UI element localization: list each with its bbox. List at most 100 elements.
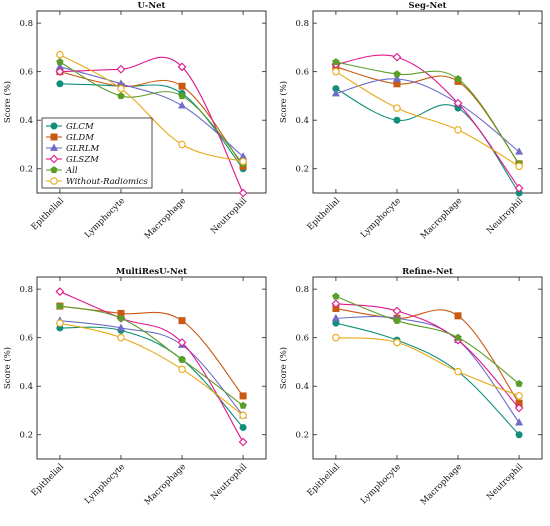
y-tick-label: 0.2 [19, 165, 33, 175]
legend-marker [50, 166, 58, 174]
data-point [178, 101, 187, 109]
chart-title: U-Net [138, 1, 166, 11]
legend-marker [50, 122, 58, 130]
x-category-label: Neutrophil [209, 462, 249, 502]
legend-label: All [65, 166, 78, 176]
data-point [515, 392, 523, 400]
y-tick-label: 0.6 [19, 68, 33, 78]
chart-panel-3: MultiResU-Net 0.2 0.4 0.6 0.8 Score (%) Epithe… [2, 267, 267, 507]
data-point [515, 147, 524, 155]
data-point [515, 431, 523, 439]
data-point [56, 50, 64, 59]
x-category-label: Epithelial [30, 462, 67, 499]
series-all [332, 292, 523, 387]
legend-marker [49, 143, 59, 151]
y-tick-label: 0.2 [295, 165, 309, 175]
y-tick-label: 0.8 [19, 285, 33, 295]
x-category-label: Epithelial [306, 462, 343, 499]
data-point [331, 89, 340, 97]
data-point [178, 140, 186, 149]
y-axis-label: Score (%) [278, 347, 289, 389]
data-point [239, 401, 247, 409]
chart-title: Seg-Net [408, 1, 446, 11]
series-line [59, 305, 244, 407]
data-point [393, 104, 401, 112]
data-point [515, 162, 523, 171]
x-category-label: Neutrophil [485, 462, 525, 502]
data-point [514, 183, 524, 193]
plot-frame [36, 10, 267, 194]
data-point [56, 80, 64, 88]
data-point [392, 74, 401, 82]
series-line [59, 322, 244, 416]
series-line [335, 303, 520, 409]
chart-panel-4: Refine-Net 0.2 0.4 0.6 0.8 Score (%) Epithelia… [278, 267, 543, 507]
x-category-label: Neutrophil [485, 196, 525, 236]
chart-title: MultiResU-Net [116, 267, 187, 277]
legend-item-without-radiomics: Without-Radiomics [46, 177, 149, 187]
series-glcm [332, 319, 523, 439]
series-line [335, 322, 520, 436]
series-without-radiomics [332, 333, 523, 400]
data-point [178, 317, 186, 325]
y-tick-label: 0.8 [295, 19, 309, 29]
y-tick-label: 0.4 [19, 116, 33, 126]
series-line [59, 291, 244, 443]
series-without-radiomics [56, 319, 247, 420]
plot-frame [312, 276, 543, 460]
series-glrlm [331, 313, 524, 426]
data-point [454, 333, 462, 341]
legend-label: GLRLM [66, 144, 99, 154]
data-point [238, 188, 248, 198]
data-point [239, 423, 247, 431]
x-category-label: Epithelial [306, 196, 343, 233]
chart-title: Refine-Net [402, 267, 453, 277]
x-category-label: Lymphocyte [359, 196, 403, 240]
data-point [393, 70, 401, 78]
data-point [454, 126, 462, 134]
x-category-label: Macrophage [143, 462, 188, 507]
y-tick-label: 0.2 [19, 431, 33, 441]
x-category-label: Macrophage [143, 196, 188, 241]
data-point [116, 323, 125, 331]
data-point [117, 92, 125, 100]
data-point [454, 75, 462, 83]
y-tick-label: 0.4 [19, 382, 33, 392]
series-line [335, 78, 520, 153]
data-point [177, 62, 187, 72]
legend-marker [50, 133, 58, 141]
y-tick-label: 0.2 [295, 431, 309, 441]
series-line [335, 71, 520, 167]
y-tick-label: 0.8 [19, 19, 33, 29]
data-point [239, 157, 247, 166]
data-point [454, 367, 462, 376]
y-tick-label: 0.4 [295, 382, 309, 392]
data-point [117, 333, 125, 342]
data-point [515, 418, 524, 426]
data-point [393, 116, 401, 124]
series-glrlm [331, 74, 524, 155]
legend-label: GLSZM [66, 155, 99, 165]
series-line [335, 308, 520, 404]
data-point [178, 82, 186, 90]
series-line [335, 88, 520, 194]
legend-item-glszm: GLSZM [46, 154, 99, 165]
y-tick-label: 0.4 [295, 116, 309, 126]
data-point [116, 64, 126, 74]
y-axis-label: Score (%) [278, 81, 289, 123]
x-category-label: Macrophage [419, 462, 464, 507]
chart-panel-2: Seg-Net 0.2 0.4 0.6 0.8 Score (%) Epithelial Ly… [278, 1, 543, 241]
series-glszm [331, 52, 524, 193]
series-glcm [332, 85, 523, 197]
series-all [56, 302, 247, 409]
data-point [55, 67, 65, 77]
data-point [178, 365, 186, 373]
legend-label: GLDM [66, 133, 94, 143]
legend-item-all: All [46, 166, 78, 176]
data-point [239, 392, 247, 400]
legend-label: GLCM [66, 122, 94, 132]
data-point [117, 314, 125, 322]
y-tick-label: 0.8 [295, 285, 309, 295]
